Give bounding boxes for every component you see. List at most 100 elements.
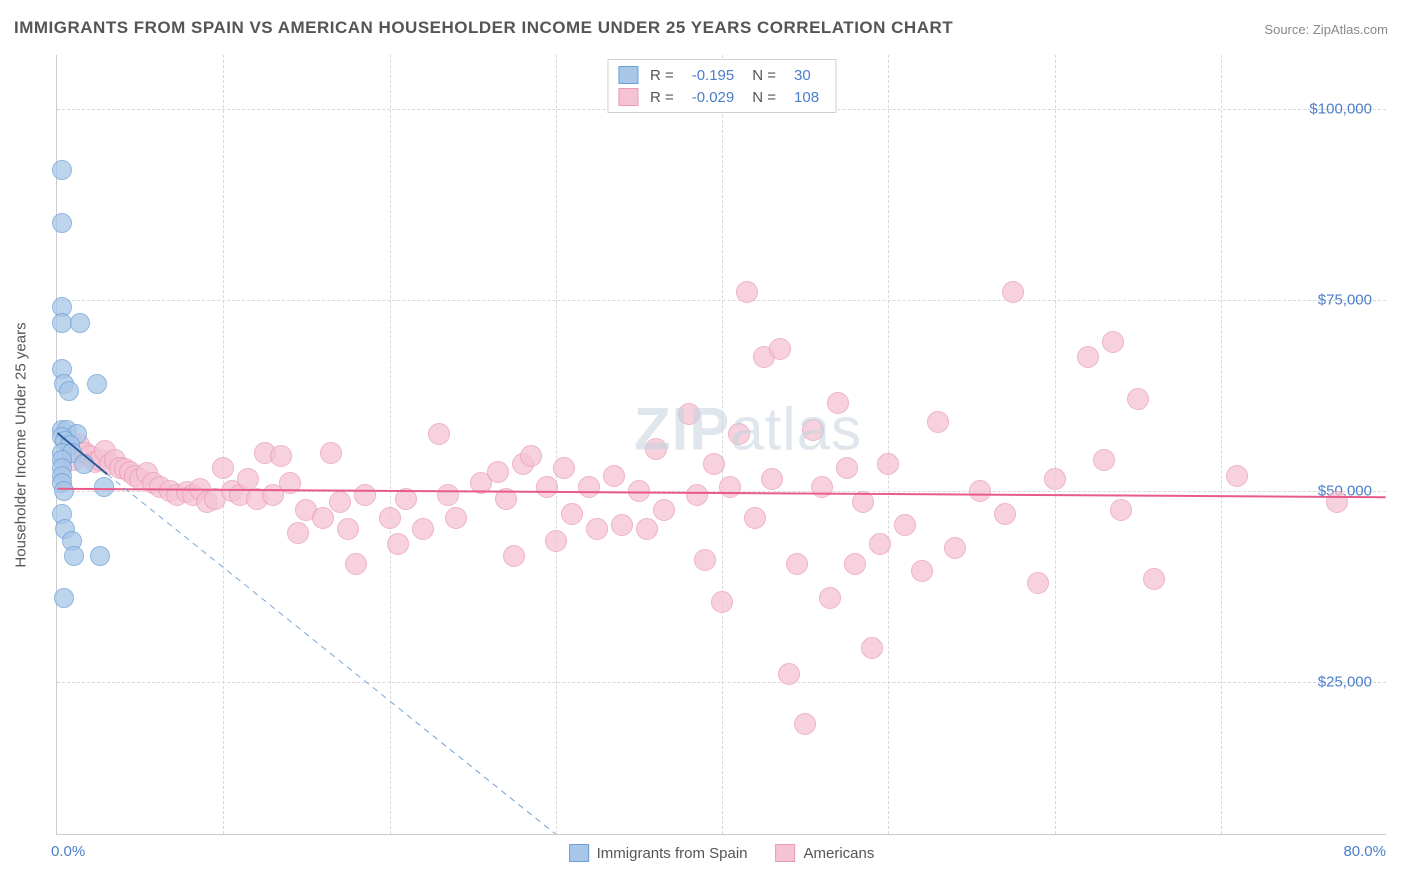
- americans-point: [628, 480, 650, 502]
- americans-point: [852, 491, 874, 513]
- americans-point: [778, 663, 800, 685]
- americans-point: [437, 484, 459, 506]
- americans-point: [761, 468, 783, 490]
- x-axis-min-label: 0.0%: [51, 843, 85, 860]
- americans-point: [686, 484, 708, 506]
- americans-point: [703, 453, 725, 475]
- americans-point: [645, 438, 667, 460]
- gridline-v: [390, 55, 391, 834]
- americans-point: [586, 518, 608, 540]
- americans-point: [561, 503, 583, 525]
- americans-point: [869, 533, 891, 555]
- americans-point: [536, 476, 558, 498]
- americans-point: [578, 476, 600, 498]
- correlation-legend: R =-0.195N =30R =-0.029N =108: [607, 59, 836, 113]
- y-tick-label: $25,000: [1318, 674, 1372, 691]
- americans-point: [1002, 281, 1024, 303]
- americans-point: [279, 472, 301, 494]
- americans-point: [944, 537, 966, 559]
- scatter-plot: Householder Income Under 25 years ZIPatl…: [56, 55, 1386, 835]
- americans-point: [636, 518, 658, 540]
- americans-point: [994, 503, 1016, 525]
- americans-point: [320, 442, 342, 464]
- americans-point: [611, 514, 633, 536]
- americans-point: [445, 507, 467, 529]
- americans-point: [545, 530, 567, 552]
- americans-point: [836, 457, 858, 479]
- spain-point: [64, 546, 84, 566]
- americans-point: [819, 587, 841, 609]
- spain-point: [54, 588, 74, 608]
- y-tick-label: $75,000: [1318, 291, 1372, 308]
- americans-point: [927, 411, 949, 433]
- legend-stat-row: R =-0.195N =30: [618, 64, 825, 86]
- americans-point: [495, 488, 517, 510]
- gridline-v: [888, 55, 889, 834]
- americans-point: [212, 457, 234, 479]
- spain-point: [52, 160, 72, 180]
- legend-series-item: Americans: [776, 844, 875, 862]
- americans-point: [1127, 388, 1149, 410]
- x-axis-max-label: 80.0%: [1343, 843, 1386, 860]
- americans-point: [794, 713, 816, 735]
- legend-swatch: [618, 66, 638, 84]
- series-legend: Immigrants from Spain Americans: [569, 844, 875, 862]
- americans-point: [395, 488, 417, 510]
- americans-point: [337, 518, 359, 540]
- americans-point: [969, 480, 991, 502]
- chart-title: IMMIGRANTS FROM SPAIN VS AMERICAN HOUSEH…: [14, 18, 953, 38]
- americans-point: [270, 445, 292, 467]
- americans-point: [287, 522, 309, 544]
- americans-point: [503, 545, 525, 567]
- americans-point: [1027, 572, 1049, 594]
- gridline-v: [1055, 55, 1056, 834]
- source-value: ZipAtlas.com: [1313, 22, 1388, 37]
- americans-point: [719, 476, 741, 498]
- americans-point: [786, 553, 808, 575]
- americans-point: [744, 507, 766, 529]
- americans-point: [1143, 568, 1165, 590]
- legend-r-label: R =: [650, 67, 674, 84]
- spain-point: [94, 477, 114, 497]
- spain-point: [90, 546, 110, 566]
- americans-point: [736, 281, 758, 303]
- gridline-v: [556, 55, 557, 834]
- americans-point: [894, 514, 916, 536]
- spain-point: [54, 481, 74, 501]
- gridline-v: [223, 55, 224, 834]
- americans-point: [1226, 465, 1248, 487]
- y-axis-title: Householder Income Under 25 years: [13, 322, 30, 567]
- americans-point: [877, 453, 899, 475]
- americans-point: [329, 491, 351, 513]
- spain-point: [87, 374, 107, 394]
- americans-point: [911, 560, 933, 582]
- gridline-v: [722, 55, 723, 834]
- americans-point: [1093, 449, 1115, 471]
- legend-swatch: [618, 88, 638, 106]
- legend-swatch: [776, 844, 796, 862]
- source-label: Source:: [1264, 22, 1309, 37]
- americans-point: [1102, 331, 1124, 353]
- legend-stat-row: R =-0.029N =108: [618, 86, 825, 108]
- gridline-v: [1221, 55, 1222, 834]
- spain-point: [74, 454, 94, 474]
- spain-point: [52, 213, 72, 233]
- americans-point: [769, 338, 791, 360]
- americans-point: [428, 423, 450, 445]
- americans-point: [711, 591, 733, 613]
- americans-point: [553, 457, 575, 479]
- americans-point: [728, 423, 750, 445]
- legend-series-item: Immigrants from Spain: [569, 844, 748, 862]
- americans-point: [1044, 468, 1066, 490]
- americans-point: [653, 499, 675, 521]
- americans-point: [379, 507, 401, 529]
- americans-point: [487, 461, 509, 483]
- legend-r-value: -0.195: [686, 67, 741, 84]
- spain-point: [59, 381, 79, 401]
- americans-point: [1077, 346, 1099, 368]
- spain-point: [52, 313, 72, 333]
- legend-n-label: N =: [752, 89, 776, 106]
- spain-point: [70, 313, 90, 333]
- americans-point: [412, 518, 434, 540]
- legend-r-value: -0.029: [686, 89, 741, 106]
